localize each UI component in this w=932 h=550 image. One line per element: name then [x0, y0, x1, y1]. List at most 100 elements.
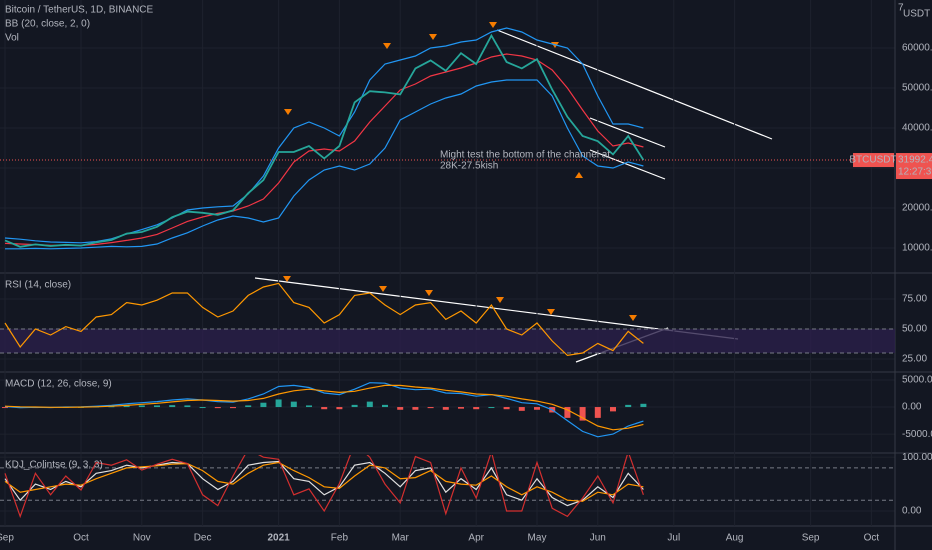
histogram-bar [594, 407, 601, 418]
trendline [589, 117, 666, 148]
histogram-bar [610, 407, 616, 412]
last-price-label: 31992.40 [898, 155, 932, 166]
x-tick-label: Feb [331, 533, 349, 544]
histogram-bar [488, 407, 495, 409]
histogram-bar [2, 407, 8, 409]
symbol-box [853, 153, 894, 168]
panel [2, 382, 647, 438]
y-tick-label: 0.00 [902, 506, 922, 517]
histogram-bar [640, 403, 647, 408]
y-tick-label: 75.00 [902, 294, 927, 305]
marker [284, 109, 292, 115]
histogram-bar [625, 404, 632, 408]
x-tick-label: Mar [392, 533, 410, 544]
annotation: 28K-27.5kish [440, 161, 498, 172]
histogram-bar [458, 407, 464, 409]
histogram-bar [290, 401, 297, 408]
histogram-bar [184, 405, 191, 408]
symbol-label: BTCUSDT [849, 155, 896, 166]
histogram-bar [382, 404, 388, 408]
trendline [254, 277, 739, 340]
series-line [4, 33, 645, 248]
series-line [4, 282, 644, 357]
histogram-bar [366, 401, 373, 408]
annotation: Might test the bottom of the channel at [440, 150, 610, 161]
histogram-bar [306, 405, 312, 408]
x-tick-label: Oct [73, 533, 89, 544]
series-line [5, 79, 644, 250]
histogram-bar [503, 407, 510, 410]
legend-label: Vol [5, 33, 19, 44]
legend-label: MACD (12, 26, close, 9) [5, 379, 112, 390]
series-line [4, 455, 644, 519]
y-tick-label: 50000.00 [902, 83, 932, 94]
histogram-bar [473, 407, 480, 410]
trendline [496, 29, 773, 140]
marker [629, 315, 637, 321]
marker [575, 172, 583, 178]
x-tick-label: Aug [726, 533, 744, 544]
histogram-bar [336, 407, 343, 410]
histogram-bar [427, 407, 434, 409]
histogram-bar [214, 407, 221, 409]
y-tick-label: -5000.00 [902, 429, 932, 440]
histogram-bar [397, 407, 404, 410]
x-tick-label: Dec [194, 533, 212, 544]
x-tick-label: Apr [468, 533, 484, 544]
y-tick-label: 60000.00 [902, 43, 932, 54]
y-tick-label: 5000.00 [902, 375, 932, 386]
series-line [4, 27, 644, 244]
histogram-bar [579, 407, 586, 421]
y-tick-label: 25.00 [902, 354, 927, 365]
x-tick-label: Sep [0, 533, 14, 544]
x-tick-label: Oct [864, 533, 880, 544]
marker [383, 43, 391, 49]
marker [283, 276, 291, 282]
histogram-bar [199, 407, 206, 409]
x-tick-label: May [528, 533, 547, 544]
marker [547, 309, 555, 315]
histogram-bar [518, 407, 525, 411]
trendline [589, 149, 666, 180]
y-tick-label: 100.00 [902, 452, 932, 463]
histogram-bar [230, 407, 236, 409]
y-tick-label: 10000.00 [902, 243, 932, 254]
last-price-box [896, 153, 932, 180]
y-tick-label: 0.00 [902, 402, 922, 413]
marker [379, 286, 387, 292]
series-line [4, 384, 644, 431]
histogram-bar [123, 405, 130, 408]
panel [4, 27, 645, 250]
y-tick-label: 40000.00 [902, 123, 932, 134]
x-tick-label: Jul [667, 533, 680, 544]
y-tick-label: 50.00 [902, 324, 927, 335]
markers [283, 22, 637, 321]
x-tick-label: 2021 [267, 533, 290, 544]
histogram-bar [534, 407, 540, 410]
y-tick-label: 20000.00 [902, 203, 932, 214]
x-tick-label: Jun [590, 533, 606, 544]
marker [429, 34, 437, 40]
histogram-bar [351, 404, 358, 408]
histogram-bar [138, 405, 145, 408]
histogram-bar [321, 407, 328, 410]
histogram-bar [442, 407, 449, 410]
legend-label: KDJ_Colintse (9, 3, 3) [5, 460, 103, 471]
marker [425, 290, 433, 296]
series-line [4, 460, 644, 507]
series-line [4, 461, 644, 502]
legend-label: BB (20, close, 2, 0) [5, 19, 90, 30]
marker [496, 297, 504, 303]
histogram-bar [169, 405, 176, 408]
x-tick-label: Sep [802, 533, 820, 544]
histogram-bar [564, 407, 571, 418]
histogram-bar [412, 407, 419, 410]
marker [489, 22, 497, 28]
axis-label: USDT [903, 9, 930, 20]
histogram-bar [275, 399, 282, 408]
histogram-bar [245, 405, 252, 408]
scale-mark: 7 [898, 3, 904, 14]
histogram-bar [154, 405, 160, 408]
legend-label: RSI (14, close) [5, 280, 71, 291]
